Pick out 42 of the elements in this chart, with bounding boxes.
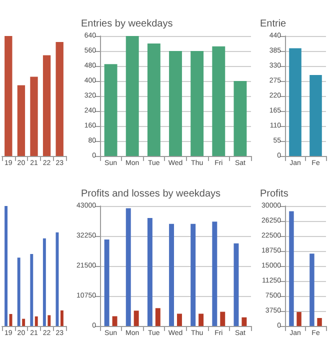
chart-title: Profits <box>260 188 288 200</box>
bar <box>134 310 139 326</box>
bar <box>30 254 34 326</box>
bar <box>4 36 12 156</box>
bar <box>169 51 182 156</box>
bar <box>190 51 204 156</box>
bar <box>22 318 26 326</box>
bar <box>234 243 239 326</box>
bar <box>104 64 118 156</box>
bar <box>42 55 51 156</box>
bar <box>234 81 247 156</box>
bar <box>48 315 51 326</box>
bar <box>176 314 182 326</box>
bar <box>17 85 26 156</box>
bar <box>220 312 226 326</box>
bar <box>169 224 174 326</box>
bar <box>212 46 226 156</box>
bar <box>289 211 294 326</box>
chart-title: Entries by weekdays <box>81 18 173 30</box>
chart-title: Profits and losses by weekdays <box>81 188 221 200</box>
bar <box>17 258 20 326</box>
bar <box>190 224 196 326</box>
bar <box>155 308 160 326</box>
bar <box>112 316 118 326</box>
bar <box>310 254 314 326</box>
bar <box>126 36 139 156</box>
bar <box>198 314 204 326</box>
chart-title: Entrie <box>260 18 287 30</box>
bar <box>317 318 322 326</box>
bar <box>34 316 38 326</box>
bar <box>60 310 64 326</box>
bar <box>42 238 46 326</box>
bar <box>147 218 152 326</box>
bar <box>104 239 110 326</box>
bar <box>296 312 302 326</box>
bar <box>212 222 218 326</box>
bar <box>242 317 247 326</box>
bar <box>126 208 131 326</box>
bar <box>147 44 160 156</box>
bar <box>30 76 38 156</box>
bar <box>56 42 64 156</box>
bar <box>4 206 8 326</box>
